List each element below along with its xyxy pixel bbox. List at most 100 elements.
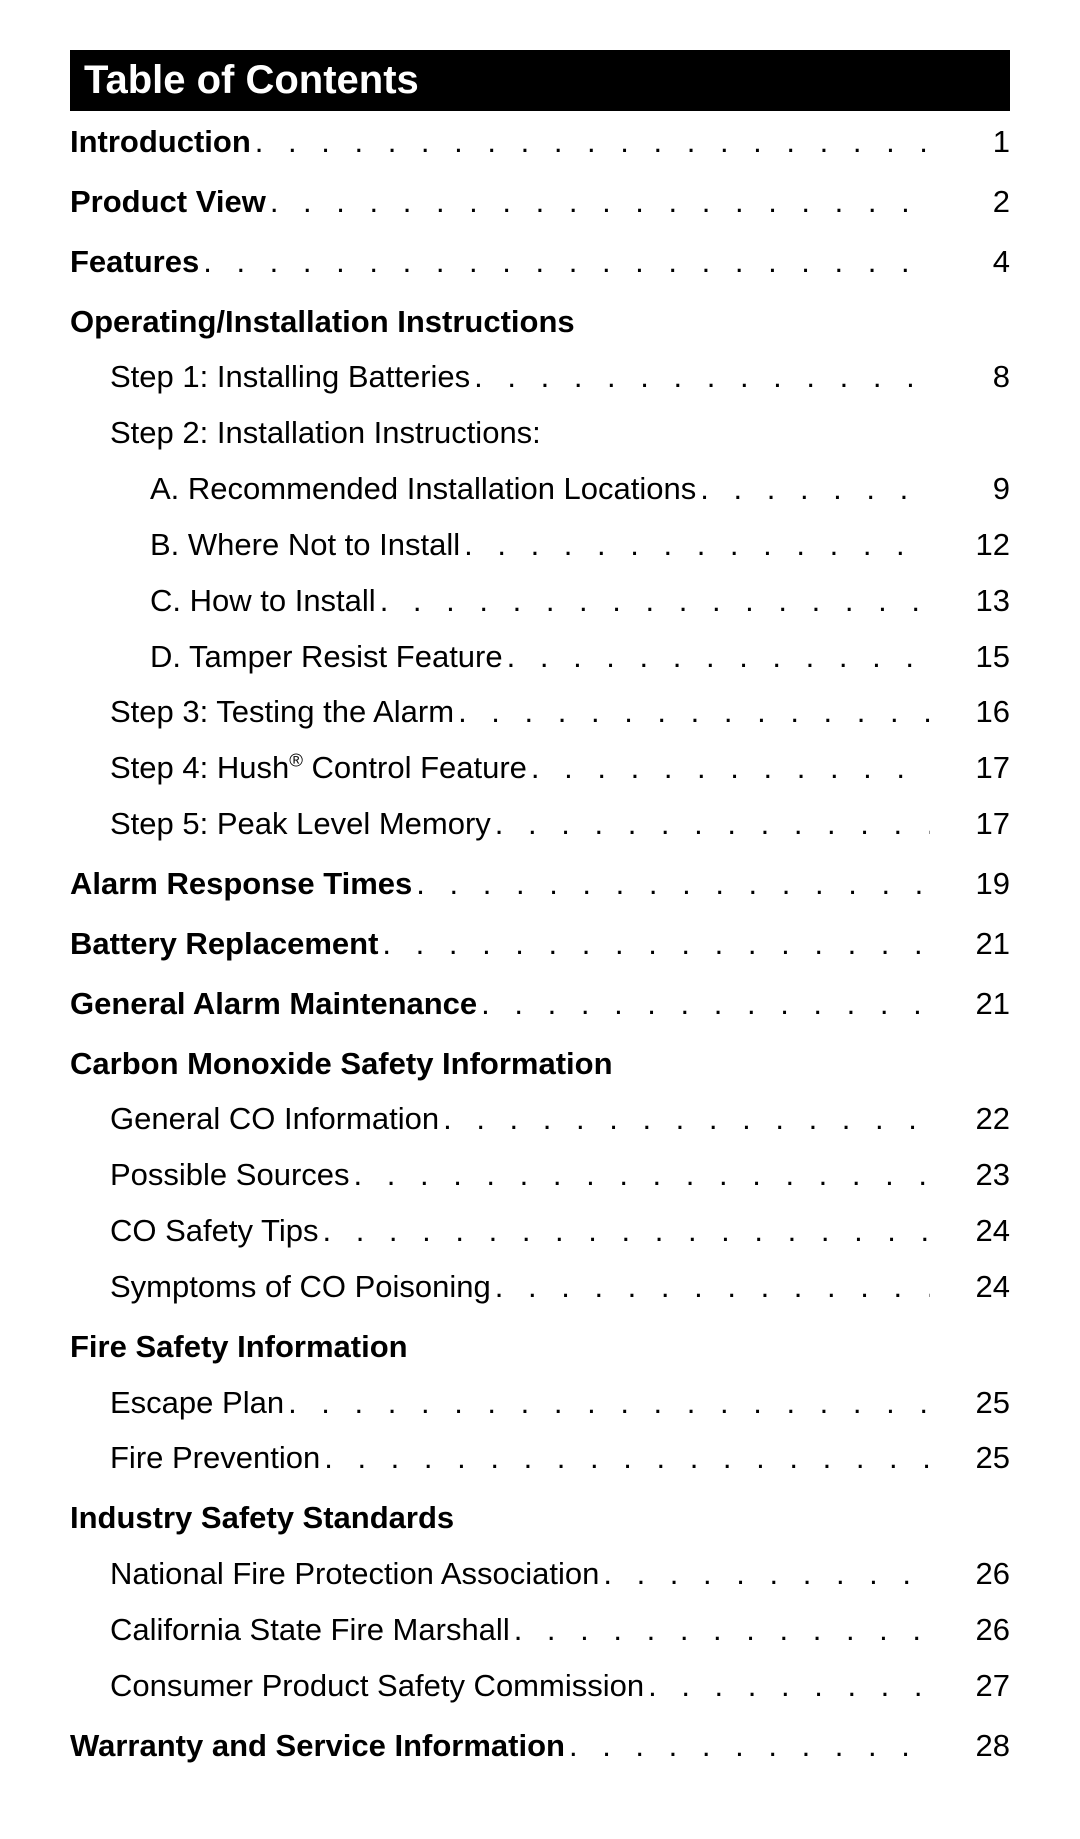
toc-entry: Step 5: Peak Level Memory 17 (70, 803, 1010, 845)
toc-entry-label: Fire Prevention (110, 1437, 320, 1479)
toc-dot-leader (599, 1553, 930, 1595)
toc-entry-label: CO Safety Tips (110, 1210, 318, 1252)
toc-dot-leader (696, 468, 930, 510)
toc-dot-leader (460, 524, 930, 566)
toc-entry-page: 21 (930, 923, 1010, 965)
toc-entry-label: Warranty and Service Information (70, 1725, 565, 1767)
toc-entry-label: General Alarm Maintenance (70, 983, 477, 1025)
toc-entry-label: Step 4: Hush® Control Feature (110, 747, 527, 789)
toc-entry-label: Operating/Installation Instructions (70, 301, 575, 343)
toc-entry: Fire Prevention 25 (70, 1437, 1010, 1479)
toc-entry: Alarm Response Times 19 (70, 863, 1010, 905)
toc-entry-page: 24 (930, 1266, 1010, 1308)
toc-entry-label: C. How to Install (150, 580, 376, 622)
toc-dot-leader (412, 863, 930, 905)
toc-entry-page: 17 (930, 747, 1010, 789)
toc-entry: California State Fire Marshall 26 (70, 1609, 1010, 1651)
toc-entry: Step 4: Hush® Control Feature 17 (70, 747, 1010, 789)
toc-entry-page: 26 (930, 1609, 1010, 1651)
toc-entry-page: 21 (930, 983, 1010, 1025)
toc-entry: General Alarm Maintenance 21 (70, 983, 1010, 1025)
toc-entry-page: 13 (930, 580, 1010, 622)
toc-entry: General CO Information 22 (70, 1098, 1010, 1140)
toc-entry: Features4 (70, 241, 1010, 283)
toc-entry: Introduction 1 (70, 121, 1010, 163)
toc-entry: Industry Safety Standards (70, 1497, 1010, 1539)
toc-entry-label: Step 3: Testing the Alarm (110, 691, 454, 733)
toc-entry-page: 22 (930, 1098, 1010, 1140)
toc-dot-leader (644, 1665, 930, 1707)
toc-dot-leader (251, 121, 930, 163)
toc-entry-page: 8 (930, 356, 1010, 398)
toc-entry-label: B. Where Not to Install (150, 524, 460, 566)
toc-entry: Operating/Installation Instructions (70, 301, 1010, 343)
toc-dot-leader (510, 1609, 930, 1651)
toc-entry-label: Consumer Product Safety Commission (110, 1665, 644, 1707)
toc-entry: Fire Safety Information (70, 1326, 1010, 1368)
toc-entry-page: 15 (930, 636, 1010, 678)
toc-dot-leader (320, 1437, 930, 1479)
toc-dot-leader (527, 747, 930, 789)
toc-entry: C. How to Install 13 (70, 580, 1010, 622)
toc-header: Table of Contents (70, 50, 1010, 111)
toc-entry: National Fire Protection Association 26 (70, 1553, 1010, 1595)
toc-entry-page: 23 (930, 1154, 1010, 1196)
toc-entry-page: 9 (930, 468, 1010, 510)
toc-dot-leader (378, 923, 930, 965)
toc-entry-page: 2 (930, 181, 1010, 223)
toc-entry-page: 17 (930, 803, 1010, 845)
toc-entry-page: 16 (930, 691, 1010, 733)
toc-entry-label: Alarm Response Times (70, 863, 412, 905)
toc-entry: Warranty and Service Information 28 (70, 1725, 1010, 1767)
toc-entry: Possible Sources 23 (70, 1154, 1010, 1196)
toc-entry-page: 27 (930, 1665, 1010, 1707)
toc-entry: Carbon Monoxide Safety Information (70, 1043, 1010, 1085)
toc-entry: D. Tamper Resist Feature 15 (70, 636, 1010, 678)
toc-entry: Step 3: Testing the Alarm 16 (70, 691, 1010, 733)
toc-entry-label: Fire Safety Information (70, 1326, 408, 1368)
toc-entry-label: Escape Plan (110, 1382, 284, 1424)
toc-entry: Escape Plan25 (70, 1382, 1010, 1424)
toc-dot-leader (454, 691, 930, 733)
toc-entry-label: General CO Information (110, 1098, 439, 1140)
toc-entry: Symptoms of CO Poisoning 24 (70, 1266, 1010, 1308)
toc-entry-label: Possible Sources (110, 1154, 350, 1196)
toc-dot-leader (350, 1154, 930, 1196)
toc-entry-page: 28 (930, 1725, 1010, 1767)
toc-entry: Product View 2 (70, 181, 1010, 223)
toc-entry: B. Where Not to Install 12 (70, 524, 1010, 566)
toc-entry-label: Step 2: Installation Instructions: (110, 412, 541, 454)
toc-entry-label: Product View (70, 181, 266, 223)
toc-dot-leader (470, 356, 930, 398)
toc-dot-leader (491, 1266, 930, 1308)
toc-entry: Battery Replacement21 (70, 923, 1010, 965)
toc-entry-label: Symptoms of CO Poisoning (110, 1266, 491, 1308)
toc-entry-page: 12 (930, 524, 1010, 566)
toc-dot-leader (376, 580, 930, 622)
toc-entry: Step 1: Installing Batteries 8 (70, 356, 1010, 398)
toc-entry-label: Industry Safety Standards (70, 1497, 454, 1539)
toc-entry-label: D. Tamper Resist Feature (150, 636, 503, 678)
toc-entry-label: Introduction (70, 121, 251, 163)
toc-dot-leader (318, 1210, 930, 1252)
toc-entry-label: National Fire Protection Association (110, 1553, 599, 1595)
toc-entry: A. Recommended Installation Locations 9 (70, 468, 1010, 510)
toc-dot-leader (565, 1725, 930, 1767)
toc-entry-label: Step 1: Installing Batteries (110, 356, 470, 398)
toc-entry-page: 1 (930, 121, 1010, 163)
toc-entry: CO Safety Tips 24 (70, 1210, 1010, 1252)
toc-dot-leader (284, 1382, 930, 1424)
toc-entry: Step 2: Installation Instructions: (70, 412, 1010, 454)
toc-container: Introduction 1 Product View 2 Features4 Opera… (70, 121, 1010, 1766)
toc-entry-page: 24 (930, 1210, 1010, 1252)
toc-entry: Consumer Product Safety Commission 27 (70, 1665, 1010, 1707)
toc-entry-label: Step 5: Peak Level Memory (110, 803, 491, 845)
toc-dot-leader (503, 636, 930, 678)
toc-entry-page: 25 (930, 1437, 1010, 1479)
toc-entry-label: California State Fire Marshall (110, 1609, 510, 1651)
toc-entry-label: Features (70, 241, 199, 283)
toc-entry-label: A. Recommended Installation Locations (150, 468, 696, 510)
toc-dot-leader (491, 803, 930, 845)
toc-entry-page: 19 (930, 863, 1010, 905)
toc-entry-page: 26 (930, 1553, 1010, 1595)
